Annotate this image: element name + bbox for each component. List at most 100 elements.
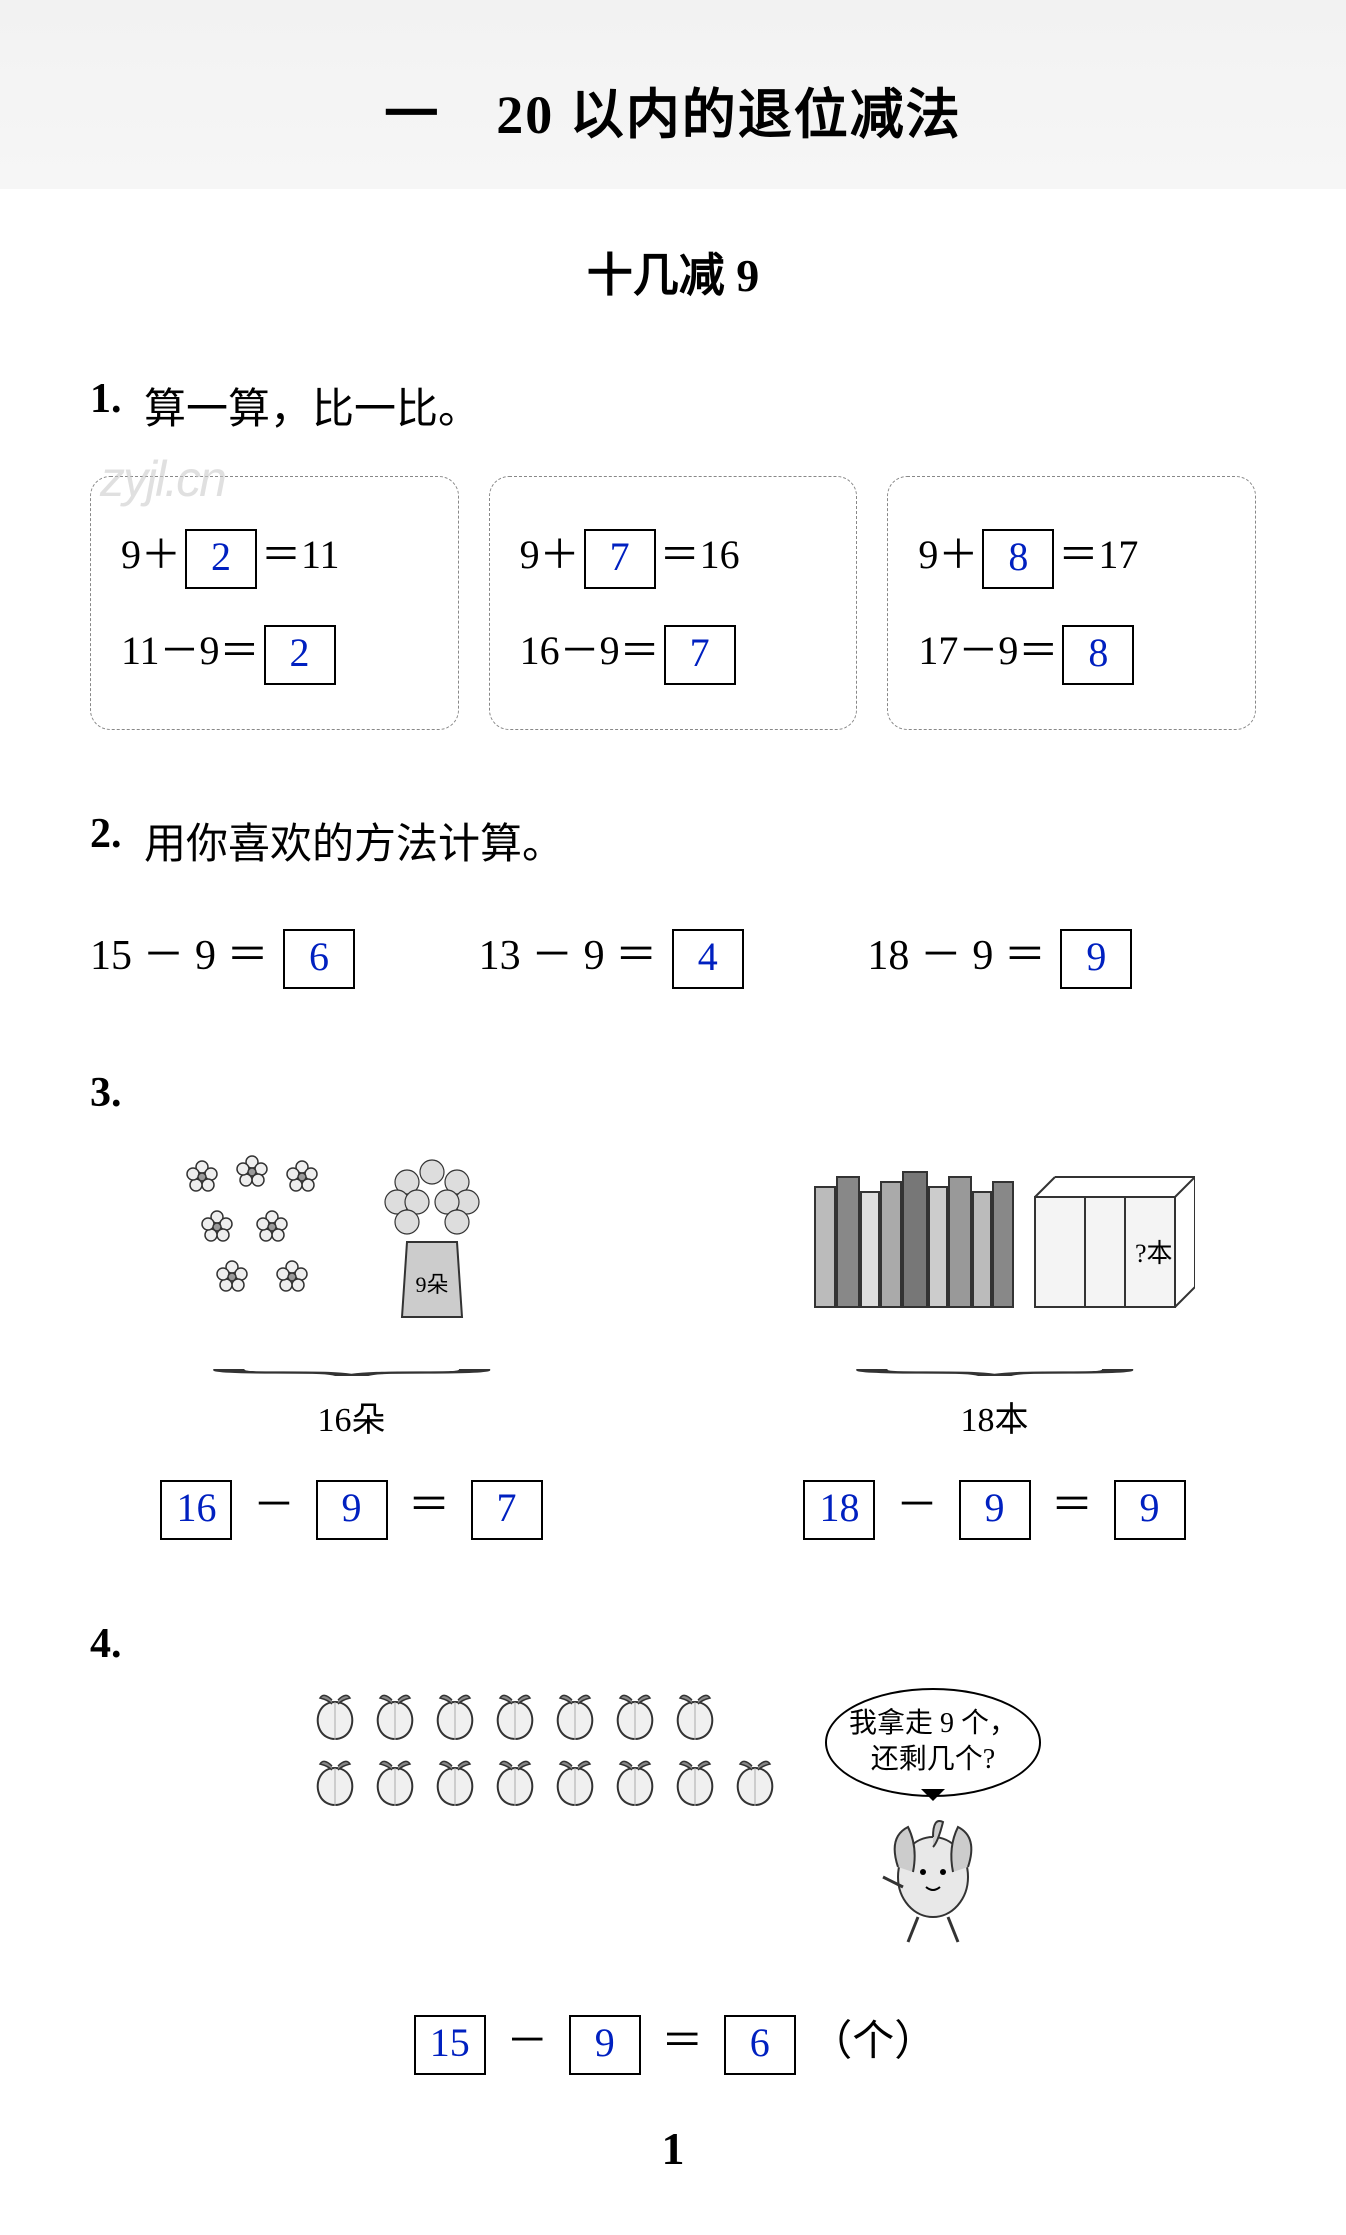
- books-icon: ?本: [795, 1147, 1195, 1327]
- p1-box-2-sub-left: 16－9＝: [520, 628, 660, 673]
- brace-icon: ⏟: [208, 1347, 496, 1367]
- peach-icon: [486, 1690, 544, 1748]
- cabbage-character-icon: [878, 1817, 988, 1947]
- minus-sign: －: [890, 1483, 944, 1529]
- peach-icon: [486, 1756, 544, 1814]
- peach-row-1: [305, 1688, 785, 1754]
- p2-eq-2-ans: 4: [672, 929, 744, 989]
- problem-1-boxes: 9＋2＝11 11－9＝2 9＋7＝16 16－9＝7 9＋8＝17: [90, 476, 1256, 730]
- peach-icon: [666, 1756, 724, 1814]
- p1-box-3: 9＋8＝17 17－9＝8: [887, 476, 1256, 730]
- peach-icon: [546, 1756, 604, 1814]
- p3-left-a: 16: [160, 1480, 232, 1540]
- problem-1-text: 算一算，比一比。: [144, 387, 480, 433]
- peach-icon: [486, 1690, 544, 1752]
- peach-icon: [426, 1756, 484, 1814]
- section-subtitle: 十几减 9: [90, 239, 1256, 305]
- p4-equation: 15 － 9 ＝ 6 （个）: [90, 2007, 1256, 2075]
- problem-4-label: 4.: [90, 1620, 140, 1668]
- p3-left: 9朵 ⏟ 16朵 16 － 9 ＝ 7: [90, 1147, 613, 1539]
- equals-sign: ＝: [1045, 1483, 1099, 1529]
- peach-icon: [366, 1690, 424, 1752]
- p3-left-eq: 16 － 9 ＝ 7: [90, 1471, 613, 1539]
- peach-icon: [426, 1690, 484, 1752]
- peach-icon: [306, 1756, 364, 1818]
- p1-box-3-add-left: 9＋: [918, 532, 978, 577]
- peach-icon: [726, 1756, 784, 1818]
- p4-unit: （个）: [810, 2019, 936, 2065]
- peach-icon: [306, 1690, 364, 1748]
- vase-label: 9朵: [415, 1272, 448, 1297]
- problem-2-label: 2.: [90, 810, 140, 858]
- peach-icon: [606, 1690, 664, 1748]
- p3-right-a: 18: [803, 1480, 875, 1540]
- p1-box-3-sub-left: 17－9＝: [918, 628, 1058, 673]
- peach-icon: [666, 1690, 724, 1752]
- p1-box-2: 9＋7＝16 16－9＝7: [489, 476, 858, 730]
- brace-icon: ⏟: [851, 1347, 1139, 1367]
- p2-eq-3-expr: 18 － 9 ＝: [867, 933, 1046, 979]
- p1-box-1-add-left: 9＋: [121, 532, 181, 577]
- peach-icon: [606, 1756, 664, 1814]
- p2-eq-3-ans: 9: [1060, 929, 1132, 989]
- minus-sign: －: [500, 2019, 554, 2065]
- p1-box-2-add-ans: 7: [584, 529, 656, 589]
- p1-box-1-sub-ans: 2: [264, 625, 336, 685]
- p3-right-c: 9: [1114, 1480, 1186, 1540]
- p2-eq-3: 18 － 9 ＝ 9: [867, 921, 1256, 989]
- peach-icon: [306, 1756, 364, 1814]
- problem-3-label: 3.: [90, 1069, 140, 1117]
- peach-icon: [726, 1756, 784, 1814]
- p2-eq-1-ans: 6: [283, 929, 355, 989]
- books-illustration: ?本: [733, 1147, 1256, 1327]
- p3-right-b: 9: [959, 1480, 1031, 1540]
- p1-box-3-add-right: ＝17: [1058, 532, 1138, 577]
- bubble-line-2: 还剩几个?: [871, 1744, 995, 1775]
- p1-box-3-add-ans: 8: [982, 529, 1054, 589]
- problem-3-row: 9朵 ⏟ 16朵 16 － 9 ＝ 7: [90, 1147, 1256, 1539]
- p4-b: 9: [569, 2015, 641, 2075]
- bubble-line-1: 我拿走 9 个，: [849, 1708, 1017, 1739]
- p1-box-2-sub-ans: 7: [664, 625, 736, 685]
- p1-box-3-sub-ans: 8: [1062, 625, 1134, 685]
- peach-icon: [366, 1756, 424, 1814]
- p1-box-2-add-right: ＝16: [660, 532, 740, 577]
- peach-icon: [426, 1756, 484, 1818]
- peach-icon: [666, 1756, 724, 1818]
- speech-and-character: 我拿走 9 个， 还剩几个?: [825, 1688, 1041, 1947]
- peach-icon: [606, 1690, 664, 1752]
- p1-box-1-add-ans: 2: [185, 529, 257, 589]
- minus-sign: －: [247, 1483, 301, 1529]
- peach-icon: [426, 1690, 484, 1748]
- peach-icon: [606, 1756, 664, 1818]
- chapter-title: 一 20 以内的退位减法: [0, 70, 1346, 149]
- equals-sign: ＝: [402, 1483, 456, 1529]
- header-band: 一 20 以内的退位减法: [0, 0, 1346, 189]
- p4-a: 15: [414, 2015, 486, 2075]
- problem-1: 1. 算一算，比一比。 9＋2＝11 11－9＝2 9＋7＝16 16－9＝7: [90, 375, 1256, 730]
- peach-icon: [546, 1690, 604, 1748]
- peach-icon: [306, 1690, 364, 1752]
- problem-2-text: 用你喜欢的方法计算。: [144, 822, 564, 868]
- peach-row-2: [305, 1754, 785, 1820]
- p3-right-caption: 18本: [733, 1392, 1256, 1441]
- p3-left-b: 9: [316, 1480, 388, 1540]
- p2-eq-1: 15 － 9 ＝ 6: [90, 921, 479, 989]
- p3-left-c: 7: [471, 1480, 543, 1540]
- package-label: ?本: [1135, 1239, 1173, 1268]
- p1-box-1: 9＋2＝11 11－9＝2: [90, 476, 459, 730]
- p2-eq-2-expr: 13 － 9 ＝: [479, 933, 658, 979]
- equals-sign: ＝: [655, 2019, 709, 2065]
- problem-3: 3.: [90, 1069, 1256, 1539]
- p3-right: ?本 ⏟ 18本 18 － 9 ＝ 9: [733, 1147, 1256, 1539]
- problem-4: 4. 我拿走 9 个， 还剩几个?: [90, 1620, 1256, 2075]
- problem-4-content: 我拿走 9 个， 还剩几个?: [90, 1688, 1256, 1947]
- peach-icon: [486, 1756, 544, 1818]
- speech-bubble: 我拿走 9 个， 还剩几个?: [825, 1688, 1041, 1797]
- p1-box-2-add-left: 9＋: [520, 532, 580, 577]
- problem-2: 2. 用你喜欢的方法计算。 15 － 9 ＝ 6 13 － 9 ＝ 4 18 －…: [90, 810, 1256, 989]
- p2-eq-1-expr: 15 － 9 ＝: [90, 933, 269, 979]
- p1-box-1-add-right: ＝11: [261, 532, 340, 577]
- peach-icon: [366, 1756, 424, 1818]
- peach-icon: [546, 1690, 604, 1752]
